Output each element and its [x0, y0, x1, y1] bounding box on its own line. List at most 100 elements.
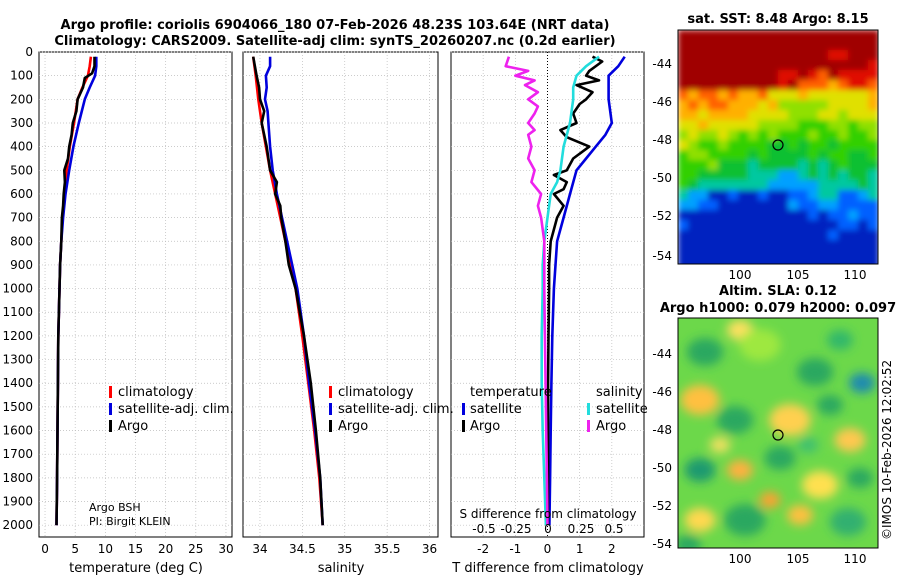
sst-cell [758, 170, 769, 181]
sst-cell [768, 50, 779, 61]
sst-cell [708, 170, 719, 181]
value-tick-label: 5 [71, 542, 79, 556]
sst-cell [808, 260, 819, 264]
sst-cell [748, 170, 759, 181]
sst-cell [818, 190, 829, 201]
sst-cell [748, 260, 759, 264]
sst-cell [868, 80, 878, 91]
sst-cell [818, 160, 829, 171]
sst-cell [688, 210, 699, 221]
sst-cell [778, 150, 789, 161]
sst-cell [828, 110, 839, 121]
sst-cell [748, 50, 759, 61]
sst-cell [838, 250, 849, 261]
sst-cell [838, 260, 849, 264]
sst-cell [848, 150, 859, 161]
sst-cell [708, 180, 719, 191]
sst-cell [828, 170, 839, 181]
sst-cell [828, 260, 839, 264]
sst-cell [828, 220, 839, 231]
sst-cell [678, 80, 689, 91]
sst-cell [718, 210, 729, 221]
sst-cell [738, 110, 749, 121]
sst-cell [778, 170, 789, 181]
sst-cell [718, 160, 729, 171]
legend-swatch-climatology [329, 386, 332, 398]
sst-cell [698, 120, 709, 131]
sst-cell [848, 220, 859, 231]
sst-cell [828, 240, 839, 251]
sst-cell [868, 140, 878, 151]
value-tick-label: 36 [422, 542, 437, 556]
series-line-t-argo [546, 55, 604, 526]
sst-cell [828, 80, 839, 91]
sst-cell [778, 190, 789, 201]
sst-cell [768, 40, 779, 51]
sst-cell [828, 140, 839, 151]
sst-cell [708, 110, 719, 121]
depth-tick-label: 1300 [2, 353, 33, 367]
sla-blob [739, 329, 781, 361]
sst-cell [818, 150, 829, 161]
sst-cell [678, 50, 689, 61]
sst-cell [768, 110, 779, 121]
sst-cell [748, 210, 759, 221]
sst-cell [838, 220, 849, 231]
sst-cell [838, 190, 849, 201]
sst-cell [758, 180, 769, 191]
sla-blob [759, 492, 781, 508]
sst-cell [688, 260, 699, 264]
sst-cell [678, 210, 689, 221]
sla-blob [829, 508, 867, 536]
sst-cell [678, 220, 689, 231]
sst-cell [828, 70, 839, 81]
sst-cell [848, 140, 859, 151]
sst-cell [728, 250, 739, 261]
sst-cell [708, 50, 719, 61]
depth-tick-label: 200 [10, 92, 33, 106]
value-tick-label: 0 [41, 542, 49, 556]
sst-cell [778, 50, 789, 61]
value-tick-label: 35.5 [374, 542, 401, 556]
depth-tick-label: 1700 [2, 447, 33, 461]
sst-cell [788, 120, 799, 131]
sst-xtick: 110 [844, 268, 867, 282]
sst-cell [708, 90, 719, 101]
depth-tick-label: 800 [10, 234, 33, 248]
sla-blob [797, 437, 819, 453]
sst-cell [838, 180, 849, 191]
sst-cell [798, 150, 809, 161]
sst-cell [838, 110, 849, 121]
depth-tick-label: 1600 [2, 424, 33, 438]
sst-cell [728, 180, 739, 191]
sst-cell [838, 40, 849, 51]
sla-argo-marker [772, 429, 784, 441]
sst-cell [798, 220, 809, 231]
sst-cell [868, 190, 878, 201]
sst-map-frame [677, 29, 879, 265]
sst-cell [838, 50, 849, 61]
sst-xtick: 100 [729, 268, 752, 282]
sst-cell [858, 70, 869, 81]
sst-cell [728, 170, 739, 181]
sst-cell [798, 120, 809, 131]
sst-cell [698, 160, 709, 171]
sst-cell [738, 70, 749, 81]
sst-cell [738, 220, 749, 231]
sst-cell [728, 200, 739, 211]
sst-cell [678, 150, 689, 161]
sst-cell [828, 50, 839, 61]
sst-cell [788, 80, 799, 91]
sst-cell [828, 30, 839, 41]
sla-blob [709, 437, 731, 453]
sst-cell [778, 90, 789, 101]
legend-swatch-climatology [109, 386, 112, 398]
s-tick-zero: 0 [544, 522, 552, 536]
sst-cell [838, 120, 849, 131]
sla-ytick: -50 [652, 461, 672, 475]
sla-ytick: -44 [652, 347, 672, 361]
sst-cell [858, 150, 869, 161]
sst-cell [688, 120, 699, 131]
sst-cell [848, 260, 859, 264]
sst-cell [738, 210, 749, 221]
